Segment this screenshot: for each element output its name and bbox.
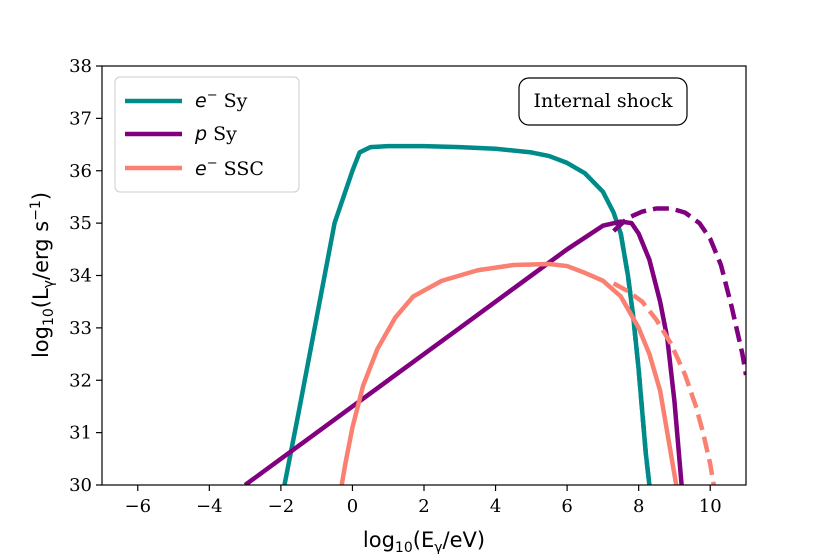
y-tick-label: 30 <box>69 475 92 496</box>
x-tick-label: 6 <box>561 496 572 517</box>
legend-process-e-ssc: SSC <box>224 158 264 180</box>
series-line-4 <box>339 261 679 485</box>
series-line-5-dashed <box>612 281 717 485</box>
legend-label-e-ssc: e− SSC <box>195 156 264 180</box>
y-tick-label: 38 <box>69 56 92 77</box>
y-axis-label: log10(Lγ/erg s−1) <box>28 192 57 358</box>
x-axis: −6 −4 −2 0 2 4 6 8 10 <box>125 485 722 517</box>
x-tick-label: 8 <box>633 496 644 517</box>
y-tick-label: 37 <box>69 108 92 129</box>
series-layer <box>243 143 746 485</box>
y-tick-label: 36 <box>69 161 92 182</box>
legend-box <box>114 76 300 193</box>
annotation-text: Internal shock <box>534 90 673 112</box>
x-tick-label: −4 <box>196 496 223 517</box>
x-axis-label: log10(Eγ/eV) <box>363 528 485 554</box>
x-tick-label: 2 <box>418 496 429 517</box>
legend-particle-e-sy: e <box>195 90 207 112</box>
series-line-0 <box>282 143 652 485</box>
legend: e− Sy p Sy e− SSC <box>114 76 300 193</box>
x-tick-label: −2 <box>268 496 295 517</box>
y-tick-label: 32 <box>69 370 92 391</box>
annotation: Internal shock <box>518 77 688 126</box>
x-tick-label: 0 <box>347 496 358 517</box>
x-tick-label: 4 <box>490 496 501 517</box>
x-tick-label: 10 <box>699 496 722 517</box>
legend-particle-p-sy: p <box>194 123 207 145</box>
y-axis: 30 31 32 33 34 35 36 37 38 <box>69 56 102 496</box>
series-line-1-dashed <box>618 233 652 485</box>
y-tick-label: 31 <box>69 423 92 444</box>
legend-charge-e-sy: − <box>207 88 218 103</box>
legend-label-p-sy: p Sy <box>194 123 237 145</box>
legend-process-p-sy: Sy <box>213 123 237 145</box>
legend-label-e-sy: e− Sy <box>195 88 248 112</box>
y-tick-label: 34 <box>69 266 92 287</box>
legend-process-e-sy: Sy <box>224 90 248 112</box>
annotation-box <box>518 77 688 126</box>
y-tick-label: 33 <box>69 318 92 339</box>
x-tick-label: −6 <box>125 496 152 517</box>
legend-charge-e-ssc: − <box>207 156 218 171</box>
y-tick-label: 35 <box>69 213 92 234</box>
series-line-3-dashed <box>612 206 746 376</box>
legend-particle-e-ssc: e <box>195 158 207 180</box>
